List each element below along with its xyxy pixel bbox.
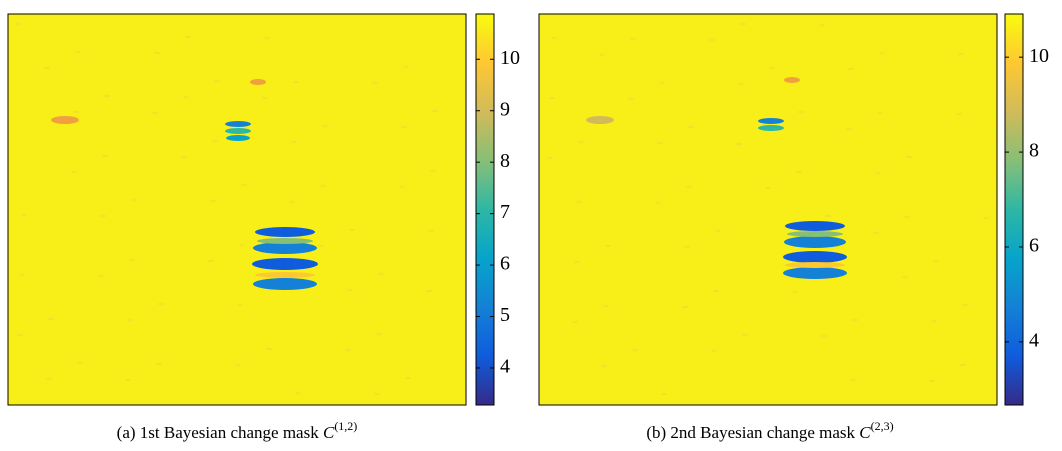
colorbar-tick-label: 7	[500, 201, 510, 223]
heatmap-image	[8, 14, 466, 405]
change-region	[255, 272, 315, 278]
change-region	[784, 77, 800, 83]
change-region	[785, 221, 845, 231]
caption-text: (a) 1st Bayesian change mask	[117, 423, 323, 442]
colorbar-tick-label: 6	[500, 253, 510, 275]
change-region	[250, 79, 266, 85]
change-region	[252, 258, 318, 270]
change-region	[257, 238, 313, 244]
change-region	[225, 128, 251, 134]
colorbar-tick-label: 4	[500, 356, 510, 378]
panel: 4 5 6 7 8 9 10 (a) 1st Bayesian change mask C(1…	[7, 13, 520, 442]
caption: (b) 2nd Bayesian change mask C(2,3)	[646, 419, 893, 442]
panel: 4 6 8 10 (b) 2nd Bayesian change mask C(2,3)	[538, 13, 1049, 442]
colorbar	[1004, 13, 1024, 406]
caption: (a) 1st Bayesian change mask C(1,2)	[117, 419, 358, 442]
colorbar	[475, 13, 495, 406]
colorbar-tick-label: 10	[1029, 45, 1049, 67]
change-region	[783, 267, 847, 279]
colorbar-tick-label: 8	[1029, 140, 1039, 162]
change-region	[226, 135, 250, 141]
change-region	[784, 236, 846, 248]
change-region	[253, 242, 317, 254]
change-region	[253, 278, 317, 290]
change-region	[758, 118, 784, 124]
caption-superscript: (1,2)	[334, 419, 357, 433]
change-region	[787, 231, 843, 237]
change-region	[785, 262, 845, 268]
colorbar-tick-label: 9	[500, 98, 510, 120]
image-border	[7, 13, 467, 406]
colorbar-tick-label: 10	[500, 47, 520, 69]
change-region	[255, 227, 315, 237]
colorbar-tick-label: 6	[1029, 235, 1039, 257]
change-region	[51, 116, 79, 124]
colorbar-tick-label: 8	[500, 150, 510, 172]
heatmap-image	[539, 14, 997, 405]
change-region	[758, 125, 784, 131]
caption-superscript: (2,3)	[871, 419, 894, 433]
change-region	[225, 121, 251, 127]
caption-symbol: C	[323, 423, 335, 442]
change-region	[783, 251, 847, 263]
image-border	[538, 13, 998, 406]
colorbar-tick-label: 5	[500, 304, 510, 326]
change-region	[586, 116, 614, 124]
colorbar-tick-label: 4	[1029, 329, 1039, 351]
caption-text: (b) 2nd Bayesian change mask	[646, 423, 859, 442]
caption-symbol: C	[859, 423, 871, 442]
